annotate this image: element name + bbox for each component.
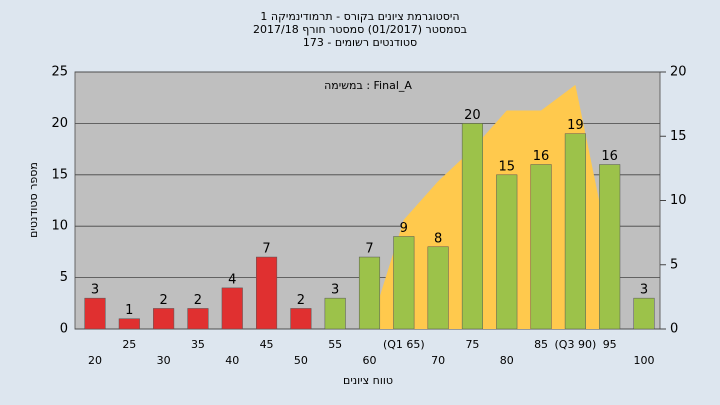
data-label: 16: [533, 149, 550, 164]
data-label: 1: [125, 303, 133, 318]
x-tick-label: 85: [534, 338, 548, 351]
data-label: 4: [228, 272, 236, 287]
bar: [290, 308, 312, 330]
x-tick-label: 80: [500, 354, 514, 367]
x-tick-label: 35: [191, 338, 205, 351]
data-label: 19: [567, 118, 584, 133]
y-tick-label: 25: [51, 65, 68, 80]
annotation: במשימה : Final_A: [324, 79, 412, 92]
data-label: 3: [331, 283, 339, 298]
data-label: 3: [91, 283, 99, 298]
data-label: 20: [464, 108, 481, 123]
x-tick-label: 45: [260, 338, 274, 351]
y2-tick-label: 20: [670, 65, 687, 80]
x-tick-label: (Q1 65): [383, 338, 425, 351]
y2-tick-label: 10: [670, 193, 687, 208]
bar: [221, 287, 243, 330]
bar: [118, 318, 140, 330]
bar: [153, 308, 175, 330]
data-label: 7: [262, 242, 270, 257]
x-tick-label: 30: [157, 354, 171, 367]
data-label: 16: [601, 149, 618, 164]
data-label: 15: [498, 159, 515, 174]
y-tick-label: 5: [60, 270, 68, 285]
x-tick-label: 25: [122, 338, 136, 351]
x-tick-label: 70: [431, 354, 445, 367]
y2-tick-label: 15: [670, 129, 687, 144]
data-label: 3: [640, 283, 648, 298]
chart-subtitle: סטודנטים רשומים - 173: [303, 36, 417, 49]
y-tick-label: 0: [60, 322, 68, 337]
bar: [256, 256, 278, 330]
data-label: 2: [194, 293, 202, 308]
x-tick-label: 40: [225, 354, 239, 367]
x-tick-label: 50: [294, 354, 308, 367]
bar: [84, 297, 106, 330]
bar: [358, 256, 381, 330]
data-label: 2: [297, 293, 305, 308]
x-tick-label: 75: [465, 338, 479, 351]
bar: [324, 297, 346, 330]
x-tick-label: 100: [634, 354, 655, 367]
bar: [461, 123, 483, 330]
y-tick-label: 20: [51, 116, 68, 131]
bar: [599, 164, 621, 330]
bar: [393, 236, 415, 330]
chart-subtitle: בסמסטר (01/2017) סמסטר חורף 2017/18: [253, 23, 467, 36]
data-label: 9: [400, 221, 408, 236]
y-tick-label: 15: [51, 167, 68, 182]
chart-title: היסטוגרמת ציונים בקורס - תרמודינמיקה 1: [260, 10, 459, 23]
bar: [530, 164, 552, 330]
x-axis-label: טווח ציונים: [343, 374, 393, 387]
bar: [564, 133, 586, 330]
y-axis-label: מספר סטודנטים: [27, 162, 40, 238]
x-tick-label: 20: [88, 354, 102, 367]
y2-tick-label: 0: [670, 322, 678, 337]
y2-tick-label: 5: [670, 257, 678, 272]
x-tick-label: (Q3 90): [555, 338, 597, 351]
data-label: 8: [434, 231, 442, 246]
bar: [427, 246, 449, 330]
bar: [187, 308, 209, 330]
y-tick-label: 10: [51, 219, 68, 234]
data-label: 7: [365, 242, 373, 257]
data-label: 2: [159, 293, 167, 308]
x-tick-label: 55: [328, 338, 342, 351]
x-tick-label: 95: [603, 338, 617, 351]
bar: [496, 174, 518, 330]
bar: [633, 297, 655, 330]
x-tick-label: 60: [363, 354, 377, 367]
